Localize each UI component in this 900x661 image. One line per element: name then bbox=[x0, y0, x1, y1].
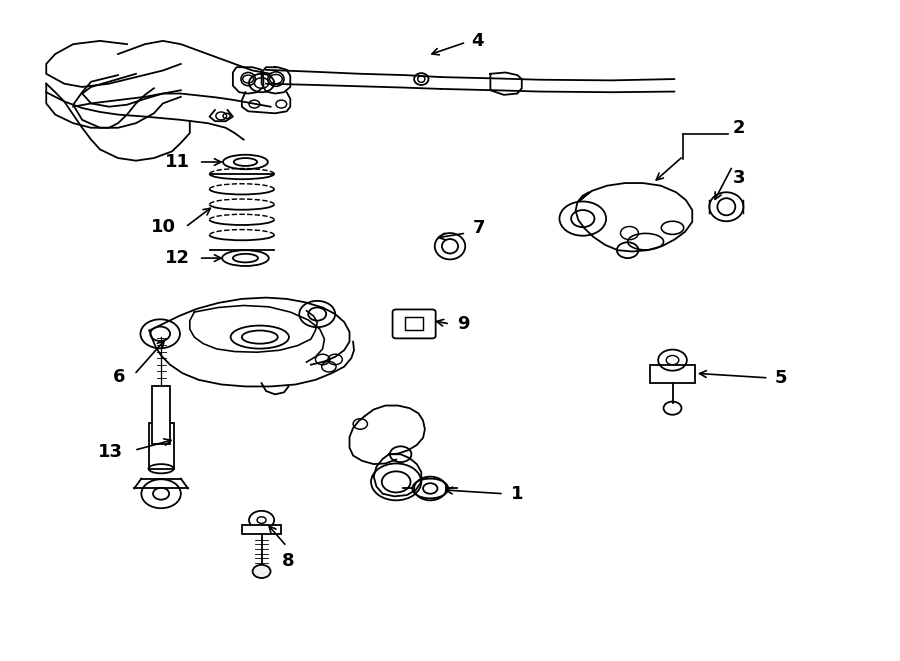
Circle shape bbox=[253, 565, 271, 578]
Text: 2: 2 bbox=[733, 119, 745, 137]
Text: 13: 13 bbox=[97, 444, 122, 461]
FancyBboxPatch shape bbox=[392, 309, 436, 338]
Bar bbox=[405, 317, 423, 330]
Text: 3: 3 bbox=[733, 169, 745, 187]
Text: 5: 5 bbox=[775, 369, 788, 387]
Bar bbox=[152, 387, 170, 444]
Text: 12: 12 bbox=[165, 249, 190, 267]
Text: 11: 11 bbox=[165, 153, 190, 171]
Text: 4: 4 bbox=[472, 32, 484, 50]
Polygon shape bbox=[650, 365, 695, 383]
Bar bbox=[148, 424, 174, 469]
Text: 10: 10 bbox=[151, 218, 176, 236]
Text: 8: 8 bbox=[283, 553, 295, 570]
Text: 1: 1 bbox=[511, 485, 524, 503]
Text: 6: 6 bbox=[112, 368, 125, 385]
Polygon shape bbox=[242, 525, 282, 534]
Text: 9: 9 bbox=[457, 315, 470, 333]
Text: 7: 7 bbox=[472, 219, 485, 237]
